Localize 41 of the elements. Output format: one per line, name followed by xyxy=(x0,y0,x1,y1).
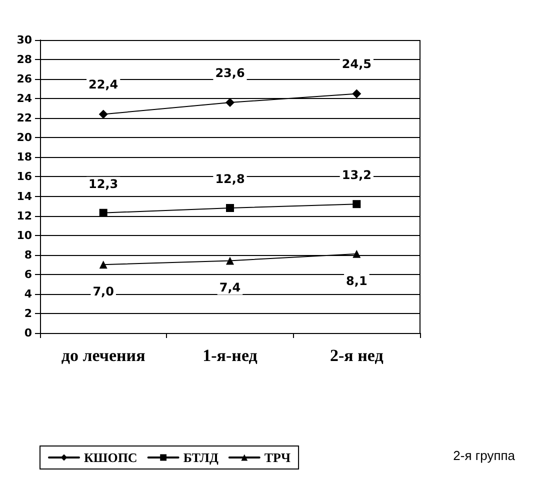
y-tick-label: 24 xyxy=(16,92,32,106)
point xyxy=(352,200,361,208)
y-tick-label: 18 xyxy=(16,150,32,164)
data-label: 7,4 xyxy=(219,280,241,295)
point xyxy=(226,256,234,265)
point xyxy=(226,98,234,108)
point xyxy=(99,260,108,269)
x-tick-label: 1-я-нед xyxy=(202,346,258,365)
y-tick-label: 30 xyxy=(16,34,32,46)
y-tick-label: 2 xyxy=(24,306,32,320)
legend-label: БТЛД xyxy=(183,450,218,465)
data-label: 13,2 xyxy=(342,168,372,182)
y-tick-label: 28 xyxy=(16,53,32,66)
y-tick-label: 26 xyxy=(16,72,32,86)
y-tick-label: 14 xyxy=(16,190,32,203)
x-tick-label: до лечения xyxy=(61,346,146,365)
legend-label: ТРЧ xyxy=(264,450,292,465)
data-label: 7,0 xyxy=(92,284,114,299)
y-tick-label: 22 xyxy=(16,112,32,125)
data-label: 12,3 xyxy=(88,176,118,191)
legend-label: КШОПС xyxy=(84,450,138,465)
y-tick-label: 12 xyxy=(16,209,32,222)
y-tick-label: 16 xyxy=(16,170,32,184)
y-tick-label: 0 xyxy=(24,326,32,340)
y-tick-label: 4 xyxy=(24,287,32,300)
data-label: 8,1 xyxy=(346,274,368,288)
point xyxy=(352,89,362,98)
point xyxy=(226,204,234,212)
data-label: 12,8 xyxy=(215,172,245,186)
text: 2-я группа xyxy=(453,448,516,463)
data-label: 22,4 xyxy=(88,78,118,92)
y-tick-label: 10 xyxy=(16,228,32,242)
x-tick-label: 2-я нед xyxy=(330,346,384,365)
y-tick-label: 6 xyxy=(24,268,32,281)
point xyxy=(98,110,108,119)
y-tick-label: 20 xyxy=(16,131,32,144)
data-label: 23,6 xyxy=(215,66,245,80)
point xyxy=(352,250,361,258)
data-label: 24,5 xyxy=(342,57,372,72)
point xyxy=(99,208,108,217)
y-tick-label: 8 xyxy=(24,248,32,262)
